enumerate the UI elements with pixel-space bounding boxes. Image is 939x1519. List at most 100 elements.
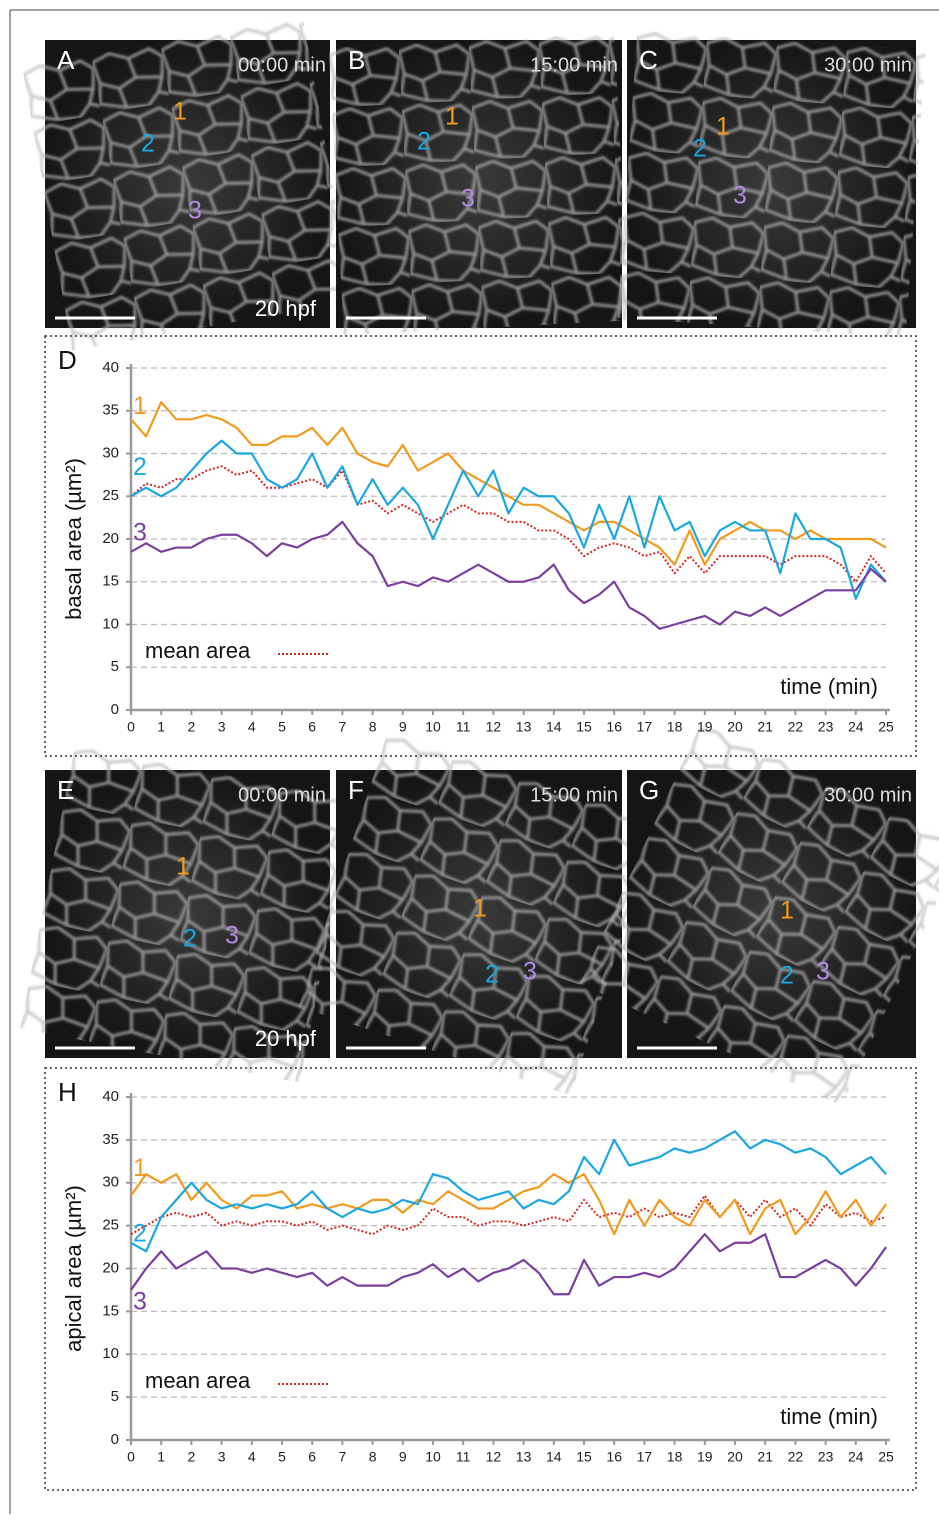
x-tick-label: 4 <box>248 719 256 735</box>
panel-letter: B <box>348 45 365 75</box>
x-tick-label: 23 <box>818 719 834 735</box>
x-tick-label: 11 <box>456 1449 471 1465</box>
panel-letter: C <box>639 45 658 75</box>
x-tick-label: 5 <box>278 719 286 735</box>
series-label: 2 <box>133 1219 147 1247</box>
y-tick-label: 25 <box>102 487 119 504</box>
x-tick-label: 24 <box>848 1449 864 1465</box>
cell-number: 2 <box>141 130 155 158</box>
y-tick-label: 10 <box>102 1345 119 1362</box>
x-tick-label: 7 <box>339 719 347 735</box>
cell-number: 1 <box>473 895 487 923</box>
y-tick-label: 5 <box>111 658 119 675</box>
series-line <box>130 520 887 630</box>
y-tick-label: 20 <box>102 530 119 547</box>
y-tick-label: 35 <box>102 1131 119 1148</box>
y-tick-label: 0 <box>111 701 119 718</box>
x-tick-label: 3 <box>218 719 226 735</box>
x-tick-label: 4 <box>248 1449 256 1465</box>
x-tick-label: 24 <box>848 719 864 735</box>
y-tick-label: 35 <box>102 402 119 419</box>
time-stamp: 00:00 min <box>238 784 326 806</box>
image-cells <box>579 722 939 1106</box>
x-tick-label: 6 <box>308 719 316 735</box>
x-tick-label: 16 <box>606 1449 622 1465</box>
x-tick-label: 12 <box>486 719 502 735</box>
x-tick-label: 19 <box>697 719 713 735</box>
y-tick-label: 0 <box>111 1431 119 1448</box>
y-axis-label: apical area (µm²) <box>61 1185 86 1352</box>
series-line <box>130 439 887 600</box>
series-label: 3 <box>133 1288 147 1316</box>
x-tick-label: 0 <box>127 1449 135 1465</box>
x-tick-label: 19 <box>697 1449 713 1465</box>
x-tick-label: 25 <box>878 719 894 735</box>
cell-number: 1 <box>176 853 190 881</box>
x-tick-label: 21 <box>757 719 773 735</box>
series-line <box>130 1130 887 1253</box>
micrograph: G 30:00 min 1 2 3 <box>579 722 939 1106</box>
image-cells <box>22 17 353 351</box>
x-tick-label: 14 <box>546 719 562 735</box>
cell-number: 2 <box>780 962 794 990</box>
y-tick-label: 10 <box>102 615 119 632</box>
x-tick-label: 6 <box>308 1449 316 1465</box>
chart-frame <box>44 335 917 757</box>
cell-number: 2 <box>693 135 707 163</box>
series-label: 3 <box>133 518 147 546</box>
x-tick-label: 18 <box>667 1449 683 1465</box>
series-line <box>130 1173 887 1236</box>
panel-letter: G <box>639 775 659 805</box>
micrograph: F 15:00 min 1 2 3 <box>298 732 660 1096</box>
micrograph: C 30:00 min 123 <box>617 30 926 338</box>
x-tick-label: 8 <box>369 719 377 735</box>
x-tick-label: 9 <box>399 1449 407 1465</box>
image-cells <box>328 32 630 336</box>
y-tick-label: 40 <box>102 1088 119 1105</box>
cell-number: 3 <box>816 958 830 986</box>
cell-number: 2 <box>183 925 197 953</box>
series-line <box>130 401 887 566</box>
time-stamp: 30:00 min <box>824 54 912 76</box>
y-tick-label: 40 <box>102 359 119 376</box>
cell-number: 1 <box>716 113 730 141</box>
cell-number: 3 <box>188 197 202 225</box>
x-tick-label: 22 <box>788 1449 804 1465</box>
x-tick-label: 13 <box>516 1449 532 1465</box>
x-tick-label: 2 <box>188 719 196 735</box>
x-tick-label: 17 <box>637 719 653 735</box>
y-tick-label: 15 <box>102 573 119 590</box>
x-tick-label: 15 <box>576 719 592 735</box>
x-tick-label: 2 <box>188 1449 196 1465</box>
x-tick-label: 1 <box>157 1449 165 1465</box>
x-tick-label: 13 <box>516 719 532 735</box>
x-tick-label: 25 <box>878 1449 894 1465</box>
cell-number: 1 <box>780 897 794 925</box>
x-axis-label: time (min) <box>780 674 878 699</box>
x-tick-label: 3 <box>218 1449 226 1465</box>
x-tick-label: 22 <box>788 719 804 735</box>
y-tick-label: 30 <box>102 444 119 461</box>
x-tick-label: 7 <box>339 1449 347 1465</box>
x-tick-label: 0 <box>127 719 135 735</box>
panel-letter: D <box>58 345 77 375</box>
cell-number: 2 <box>485 961 499 989</box>
micrograph: E 00:00 min 1 2 3 20 hpf <box>20 745 355 1083</box>
time-stamp: 15:00 min <box>530 54 618 76</box>
image-cells <box>298 732 660 1096</box>
series-label: 2 <box>133 453 147 481</box>
cell-number: 1 <box>445 103 459 131</box>
x-tick-label: 17 <box>637 1449 653 1465</box>
cell-number: 2 <box>417 128 431 156</box>
x-tick-label: 18 <box>667 719 683 735</box>
x-axis-label: time (min) <box>780 1404 878 1429</box>
x-tick-label: 15 <box>576 1449 592 1465</box>
cell-number: 3 <box>461 185 475 213</box>
series-label: 1 <box>133 1154 147 1182</box>
series-label: 1 <box>133 392 147 420</box>
x-tick-label: 20 <box>727 719 743 735</box>
x-tick-label: 5 <box>278 1449 286 1465</box>
time-stamp: 15:00 min <box>530 784 618 806</box>
micrograph: A 00:00 min 12 3 20 hpf <box>22 17 353 351</box>
